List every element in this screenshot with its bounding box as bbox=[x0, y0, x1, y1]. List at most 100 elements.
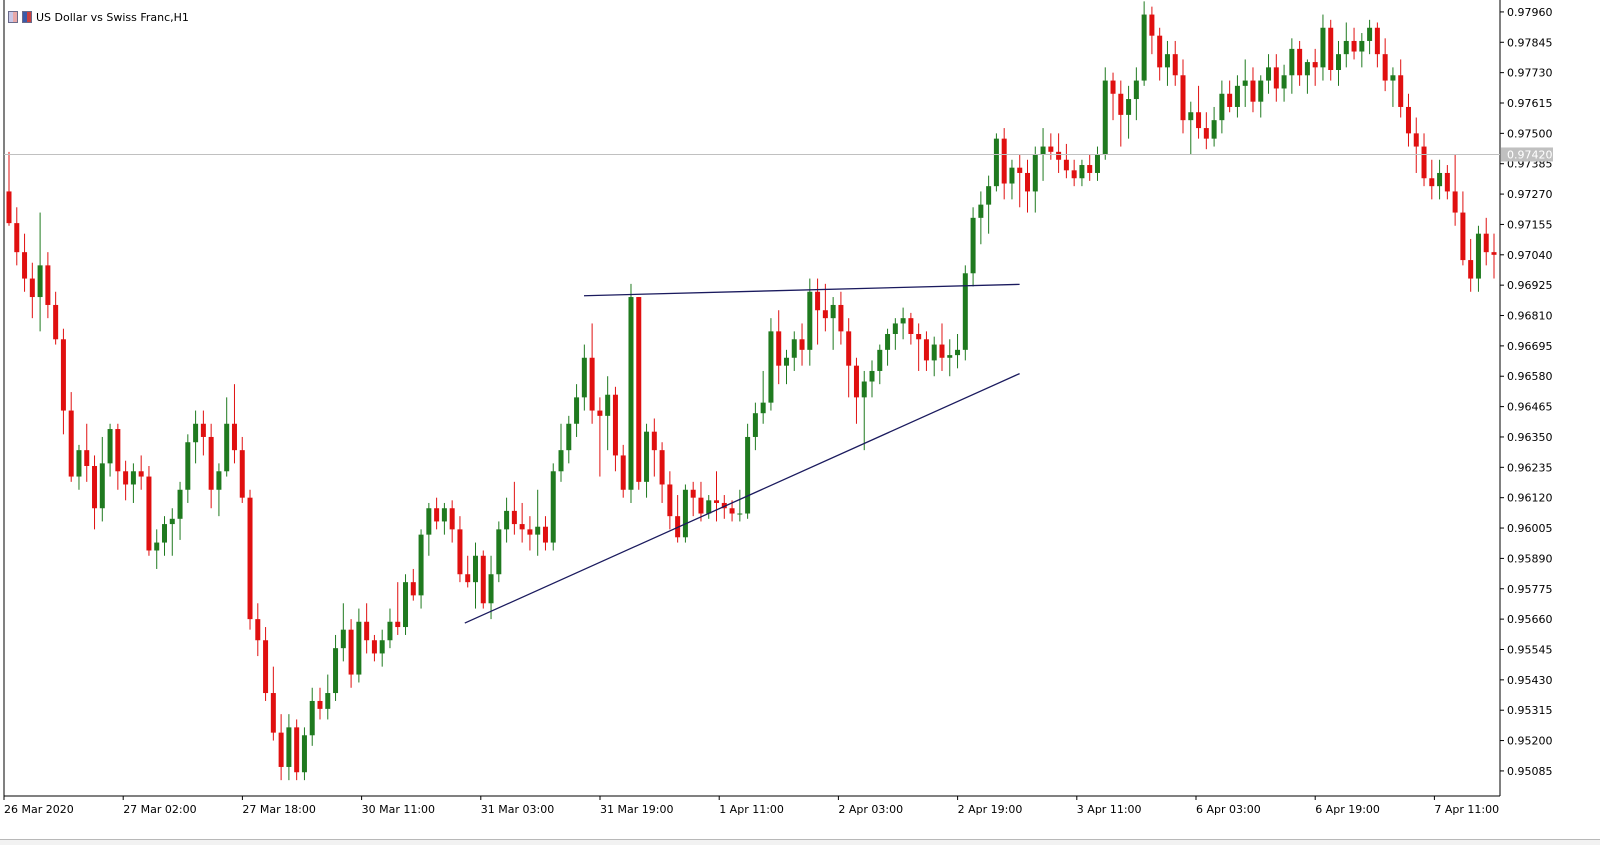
price-tick-label: 0.95200 bbox=[1507, 735, 1553, 748]
candle bbox=[1172, 40, 1178, 86]
candle-body bbox=[356, 621, 362, 675]
time-tick-label: 6 Apr 03:00 bbox=[1196, 803, 1261, 816]
candle bbox=[1304, 59, 1310, 94]
candle-body bbox=[1157, 35, 1163, 68]
candle-body bbox=[301, 735, 307, 773]
candle bbox=[1157, 27, 1163, 81]
candle bbox=[1320, 14, 1326, 81]
candle bbox=[441, 502, 447, 535]
candle-body bbox=[1056, 151, 1062, 160]
candle bbox=[628, 283, 634, 503]
candle bbox=[224, 397, 230, 477]
price-axis[interactable]: 0.979600.978450.977300.976150.975000.973… bbox=[1500, 6, 1553, 778]
chart-window-icon[interactable] bbox=[8, 11, 18, 23]
candle-body bbox=[1281, 75, 1287, 89]
candle bbox=[216, 463, 222, 517]
candle-body bbox=[783, 357, 789, 366]
candle-body bbox=[861, 381, 867, 398]
candle-body bbox=[752, 413, 758, 437]
candle bbox=[791, 331, 797, 371]
candle bbox=[1094, 146, 1100, 181]
candle bbox=[138, 455, 144, 490]
candle bbox=[1312, 48, 1318, 86]
candle bbox=[130, 463, 136, 503]
candle bbox=[14, 207, 20, 266]
candle bbox=[472, 542, 478, 609]
candle bbox=[92, 455, 98, 530]
candle-body bbox=[115, 429, 121, 472]
candle-body bbox=[504, 510, 510, 530]
candle-body bbox=[1405, 106, 1411, 134]
candle-body bbox=[636, 297, 642, 482]
candle bbox=[1374, 22, 1380, 68]
candle bbox=[519, 502, 525, 543]
candle-body bbox=[605, 394, 611, 416]
candle-body bbox=[426, 508, 432, 535]
current-price-label: 0.97420 bbox=[1507, 148, 1553, 161]
candle bbox=[1188, 101, 1194, 155]
candle-body bbox=[1242, 80, 1248, 86]
candle bbox=[247, 489, 253, 630]
candle bbox=[294, 719, 300, 781]
trendline[interactable] bbox=[583, 283, 1020, 297]
candle bbox=[1336, 40, 1342, 86]
candle bbox=[60, 328, 66, 435]
candle-body bbox=[1297, 48, 1303, 76]
candle bbox=[1219, 80, 1225, 134]
candle-body bbox=[916, 334, 922, 340]
candle-body bbox=[776, 331, 782, 366]
candle-body bbox=[1048, 146, 1054, 152]
candle bbox=[659, 442, 665, 503]
candle-body bbox=[53, 304, 59, 340]
candle bbox=[278, 714, 284, 781]
candle-body bbox=[286, 727, 292, 767]
candle bbox=[877, 344, 883, 385]
candle-body bbox=[216, 471, 222, 490]
candle bbox=[947, 339, 953, 377]
candle-body bbox=[760, 402, 766, 414]
candle-body bbox=[768, 331, 774, 403]
candle bbox=[76, 444, 82, 490]
trendline[interactable] bbox=[464, 373, 1020, 624]
candle-body bbox=[340, 629, 346, 649]
candle-body bbox=[208, 436, 214, 490]
candle bbox=[426, 502, 432, 556]
candle bbox=[869, 360, 875, 398]
candle bbox=[1141, 1, 1147, 86]
chart-tabs-bar[interactable] bbox=[0, 839, 1600, 845]
candle bbox=[550, 463, 556, 551]
candle bbox=[449, 500, 455, 543]
price-tick-label: 0.97845 bbox=[1507, 36, 1553, 49]
price-tick-label: 0.95890 bbox=[1507, 552, 1553, 565]
candle-body bbox=[239, 450, 245, 498]
candle-body bbox=[542, 526, 548, 543]
candle-body bbox=[6, 191, 12, 224]
candle bbox=[418, 529, 424, 609]
candle bbox=[993, 133, 999, 192]
candle-body bbox=[1452, 191, 1458, 213]
candle-body bbox=[231, 423, 237, 451]
candle bbox=[908, 312, 914, 345]
candle bbox=[1413, 117, 1419, 173]
current-price-tag-bg bbox=[1501, 147, 1553, 162]
candle bbox=[193, 410, 199, 464]
candle-body bbox=[1087, 165, 1093, 173]
candle bbox=[535, 489, 541, 556]
candle-body bbox=[76, 450, 82, 477]
candle-body bbox=[955, 349, 961, 356]
candle-body bbox=[1382, 54, 1388, 81]
candle-body bbox=[846, 331, 852, 366]
price-tick-label: 0.95315 bbox=[1507, 704, 1553, 717]
time-axis[interactable]: 26 Mar 2020 27 Mar 02:00 27 Mar 18:00 30 Ma… bbox=[3, 796, 1499, 816]
candle bbox=[200, 410, 206, 456]
candle-body bbox=[387, 621, 393, 641]
candle-body bbox=[449, 508, 455, 530]
candle bbox=[1203, 112, 1209, 150]
candle-body bbox=[574, 397, 580, 424]
time-tick-label: 3 Apr 11:00 bbox=[1077, 803, 1142, 816]
candle bbox=[325, 674, 331, 720]
candle bbox=[1421, 133, 1427, 187]
candle-body bbox=[1444, 172, 1450, 192]
candle-body bbox=[1102, 80, 1108, 155]
